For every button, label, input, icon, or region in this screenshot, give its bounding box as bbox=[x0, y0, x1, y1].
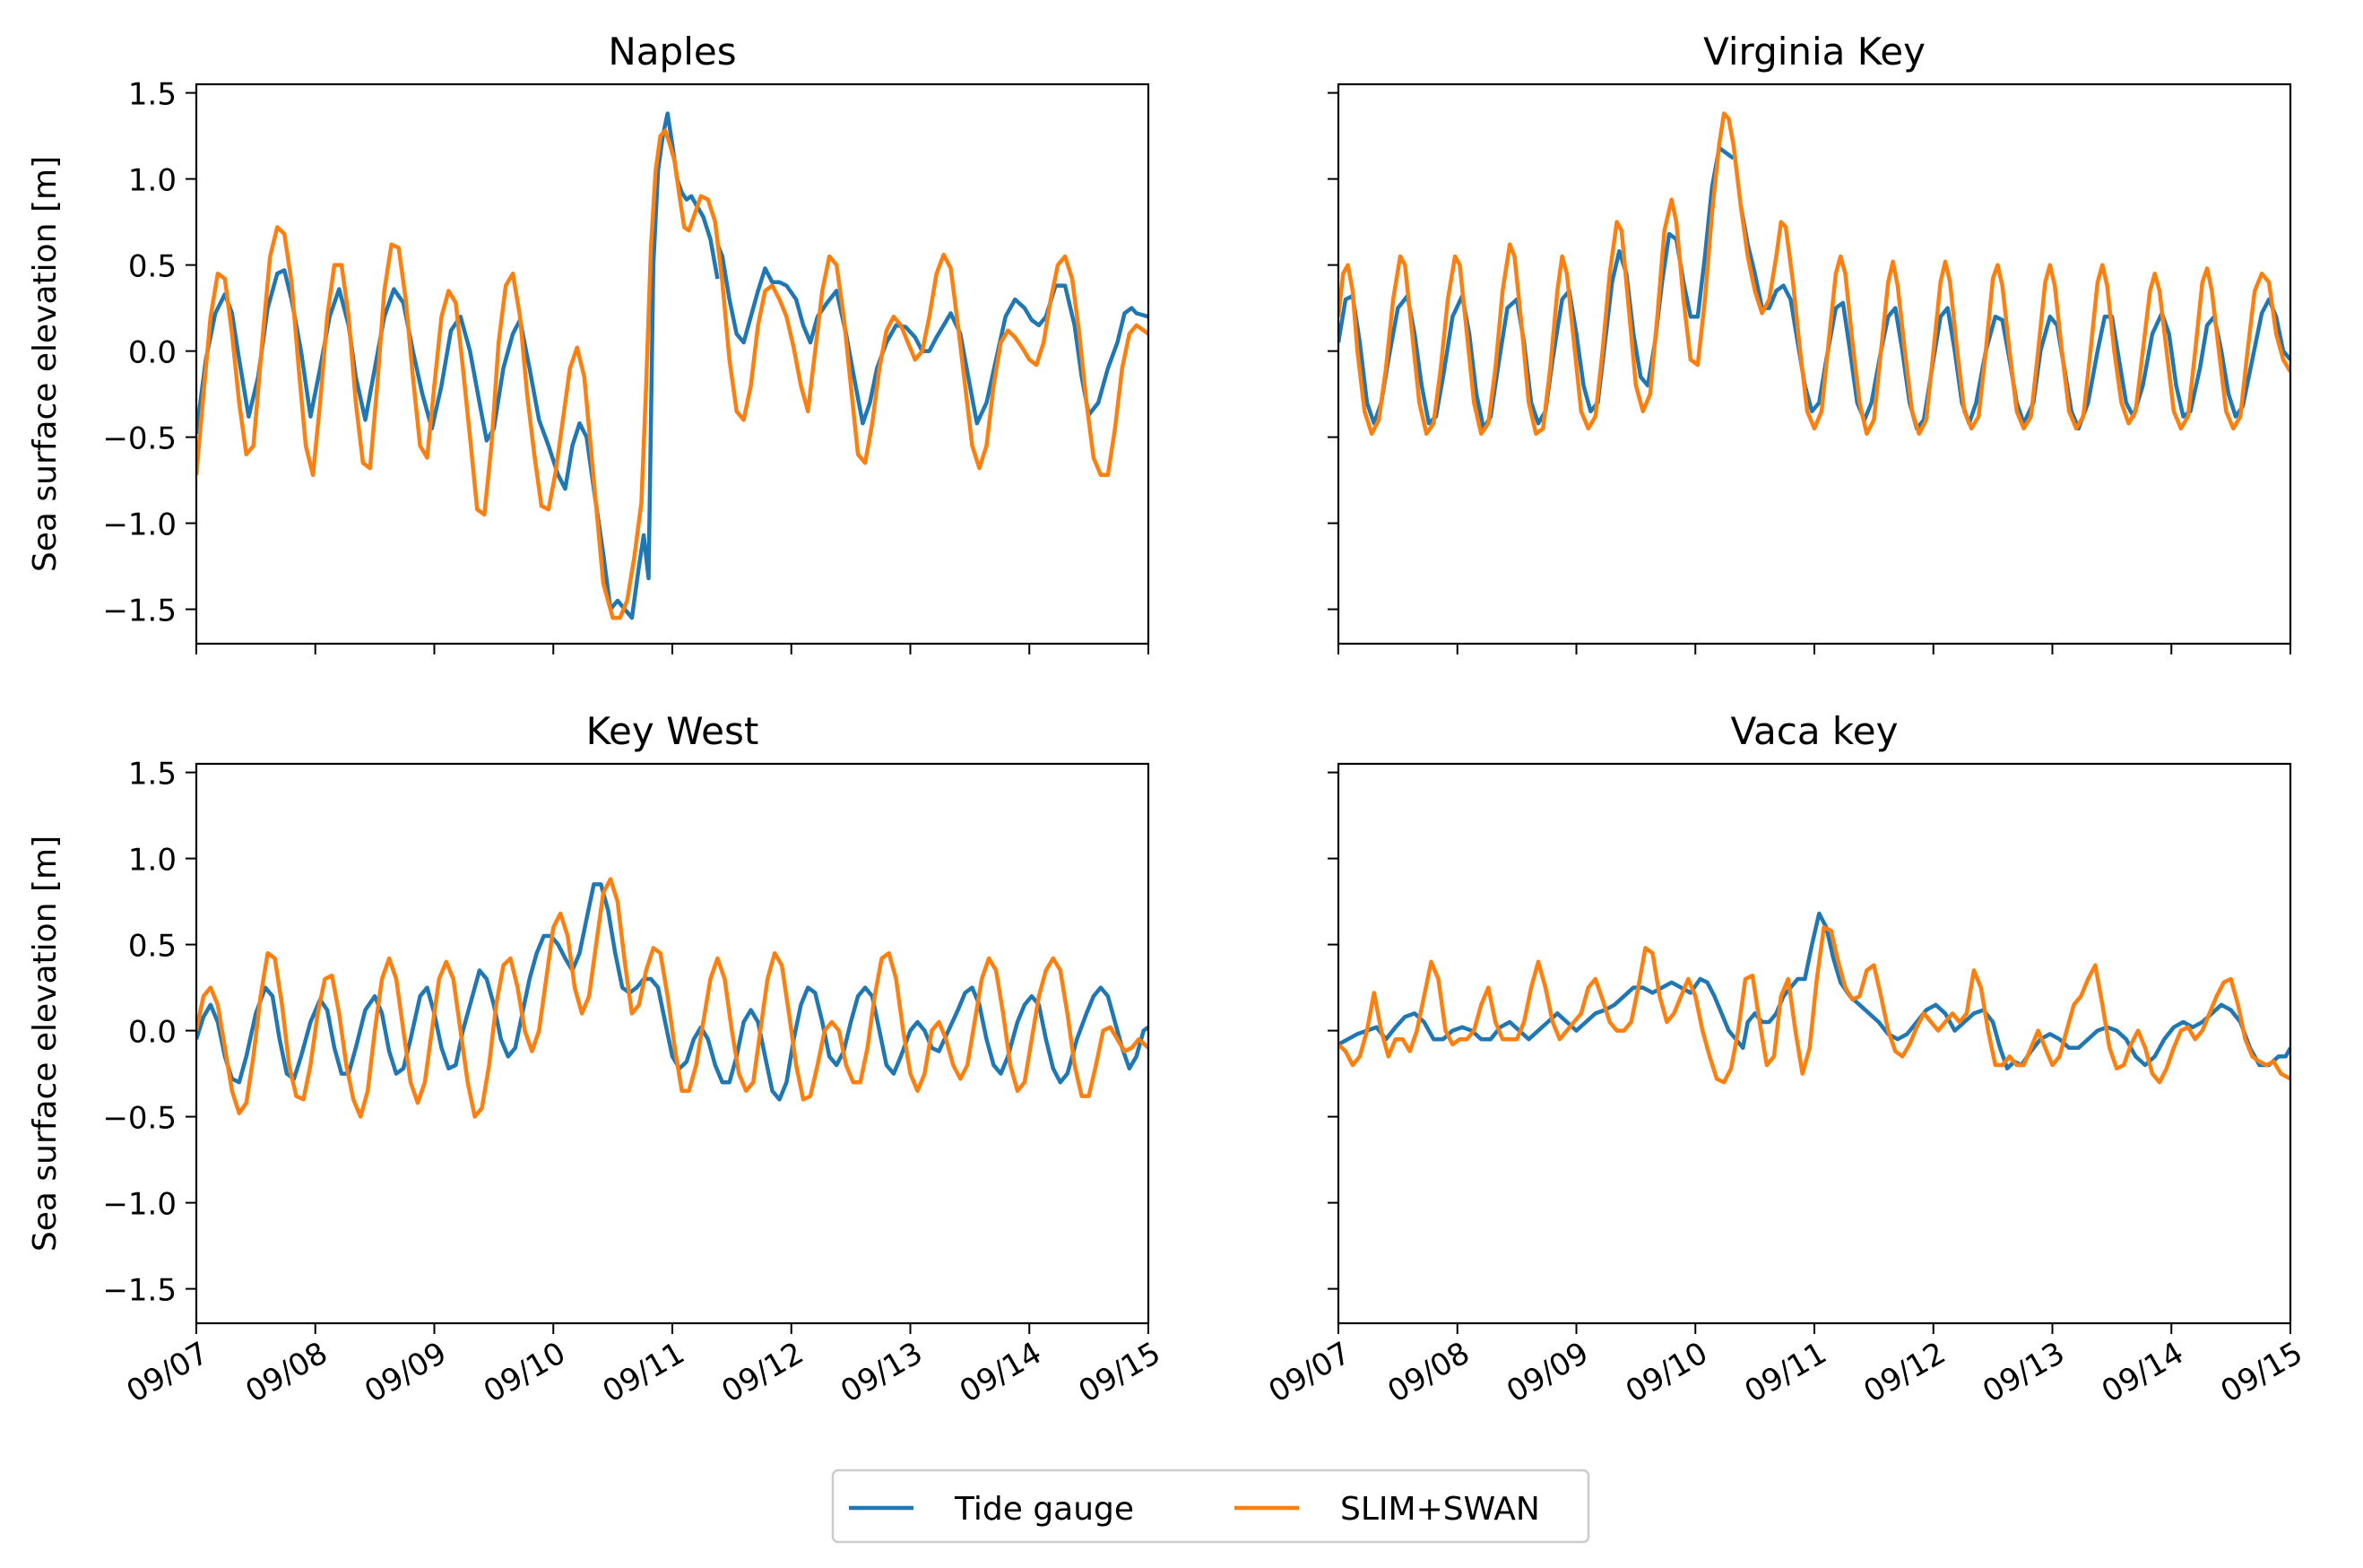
axes-frame bbox=[1337, 82, 2292, 645]
axes-frame bbox=[195, 762, 1150, 1325]
panel-title: Naples bbox=[608, 30, 736, 74]
y-tick-label: 0.5 bbox=[128, 249, 177, 285]
y-tick-label: 1.5 bbox=[128, 77, 177, 113]
series-line-tide-gauge bbox=[715, 243, 1148, 426]
y-tick-label: −1.0 bbox=[102, 507, 177, 543]
panel-key-west: Key West−1.5−1.0−0.50.00.51.01.509/07 09/… bbox=[27, 709, 1167, 1410]
series-line-tide-gauge bbox=[1338, 911, 2290, 1071]
y-tick-label: −1.5 bbox=[102, 593, 177, 629]
legend: Tide gauge SLIM+SWAN bbox=[831, 1468, 1590, 1544]
y-tick-label: −1.0 bbox=[102, 1187, 177, 1223]
legend-label-slim-swan: SLIM+SWAN bbox=[1340, 1491, 1540, 1528]
legend-frame bbox=[831, 1468, 1590, 1544]
panel-naples: Naples −1.5 −1.0 −0.5 0.0 0.5 1.0 1.5 Sea surfac… bbox=[27, 30, 1150, 654]
panel-title: Vaca key bbox=[1731, 709, 1899, 753]
y-tick-label: 1.5 bbox=[128, 757, 177, 793]
axes-frame bbox=[1337, 762, 2292, 1325]
series-line-slim-swan bbox=[1338, 111, 2290, 437]
panel-title: Key West bbox=[586, 709, 759, 753]
series-line-slim-swan bbox=[1338, 925, 2290, 1085]
y-tick-label: 0.5 bbox=[128, 929, 177, 965]
y-tick-label: −0.5 bbox=[102, 1101, 177, 1137]
y-tick-label: 0.0 bbox=[128, 335, 177, 371]
series-line-slim-swan bbox=[196, 877, 1148, 1119]
panel-virginia-key: Virginia Key bbox=[1328, 30, 2292, 654]
series-line-slim-swan bbox=[196, 128, 1148, 620]
axes-frame bbox=[195, 82, 1150, 645]
series-line-tide-gauge bbox=[1338, 145, 1735, 431]
panel-title: Virginia Key bbox=[1703, 30, 1926, 74]
y-tick-label: 0.0 bbox=[128, 1015, 177, 1051]
y-tick-label: −1.5 bbox=[102, 1273, 177, 1309]
y-tick-label: 1.0 bbox=[128, 843, 177, 879]
y-axis-label: Sea surface elevation [m] bbox=[27, 156, 64, 572]
y-axis-label: Sea surface elevation [m] bbox=[27, 836, 64, 1252]
legend-label-tide-gauge: Tide gauge bbox=[954, 1491, 1134, 1528]
y-tick-label: −0.5 bbox=[102, 421, 177, 457]
y-tick-label: 1.0 bbox=[128, 163, 177, 199]
